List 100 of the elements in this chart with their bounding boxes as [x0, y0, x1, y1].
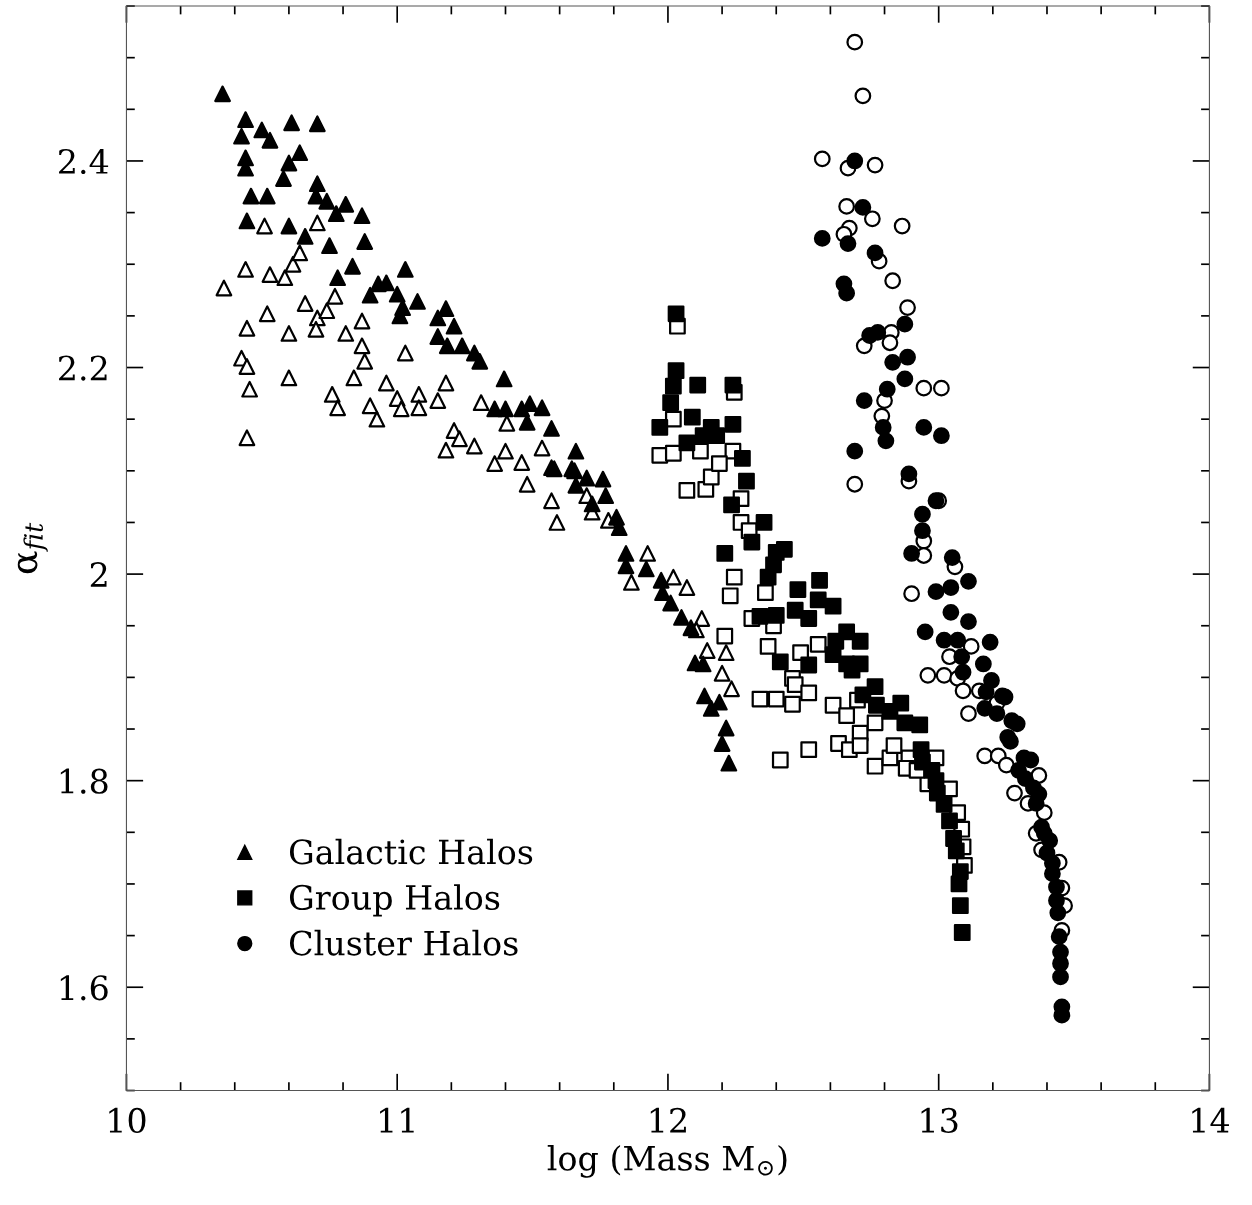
point [800, 610, 818, 627]
point [775, 540, 793, 558]
point [854, 686, 872, 704]
point [911, 716, 929, 734]
point [933, 379, 950, 397]
point [950, 875, 968, 893]
point [767, 607, 785, 624]
point [751, 608, 769, 625]
point [809, 591, 827, 609]
point [651, 419, 669, 436]
point [723, 496, 740, 514]
point [866, 757, 884, 775]
point [885, 737, 903, 754]
point [662, 394, 680, 412]
point [846, 33, 864, 51]
point [824, 696, 842, 714]
point [846, 475, 864, 493]
point [838, 623, 856, 641]
point [667, 362, 685, 380]
y-tick-label: 1.8 [60, 768, 108, 794]
point [692, 442, 709, 460]
point [919, 666, 937, 684]
point [851, 737, 869, 754]
point [868, 696, 885, 714]
point [757, 584, 774, 602]
point [813, 150, 831, 168]
point [678, 482, 696, 499]
point [954, 682, 972, 700]
point [854, 87, 872, 105]
point [716, 627, 734, 645]
legend-label: Galactic Halos [289, 838, 533, 865]
point [976, 747, 994, 765]
point [664, 410, 682, 428]
point [935, 666, 953, 684]
point [951, 897, 969, 915]
point [734, 450, 751, 467]
point [947, 842, 965, 860]
x-tick-label: 11 [380, 1107, 414, 1133]
point [751, 690, 769, 708]
point [710, 455, 728, 472]
point [755, 514, 773, 531]
point [896, 714, 914, 732]
point [838, 198, 856, 215]
y-tick-label: 1.6 [60, 975, 108, 1001]
point [789, 581, 807, 598]
y-axis-title: α$_{fit}$ [17, 522, 48, 574]
point [941, 812, 958, 830]
y-tick-label: 2 [90, 562, 107, 587]
point [725, 568, 743, 586]
point [866, 156, 884, 174]
x-axis-title: log (Mass M$_{⊙}$) [547, 1145, 787, 1178]
point [724, 376, 742, 394]
point [893, 217, 911, 235]
point [899, 299, 916, 317]
point [892, 694, 910, 712]
point [759, 638, 777, 655]
point [935, 796, 953, 813]
y-tick-label: 2.4 [59, 148, 109, 175]
point [953, 924, 971, 941]
x-tick-label: 14 [1192, 1107, 1229, 1133]
x-tick-label: 12 [650, 1107, 686, 1133]
point [811, 571, 828, 589]
point [800, 684, 818, 702]
point [759, 568, 777, 586]
point [771, 751, 789, 769]
x-tick-label: 13 [921, 1107, 958, 1133]
point [851, 632, 869, 650]
y-tick-label: 2.2 [59, 355, 107, 381]
point [824, 597, 842, 615]
point [915, 379, 933, 397]
point [716, 545, 734, 562]
point [667, 305, 685, 323]
point [738, 472, 755, 490]
point [809, 635, 827, 653]
point [824, 646, 842, 664]
point [1006, 784, 1023, 802]
point [884, 272, 902, 290]
point [683, 408, 701, 426]
legend-label: Group Halos [289, 884, 500, 917]
point [767, 690, 785, 708]
point [863, 210, 881, 228]
point [800, 741, 818, 759]
point [881, 334, 899, 352]
point [771, 653, 789, 671]
point [960, 705, 977, 722]
point [838, 707, 856, 724]
point [678, 434, 696, 452]
point [903, 585, 921, 603]
point [721, 587, 739, 605]
point [664, 444, 682, 462]
x-tick-label: 10 [109, 1107, 146, 1133]
point [664, 377, 682, 395]
point [743, 533, 761, 551]
point [866, 714, 884, 732]
point [689, 376, 707, 394]
point [724, 415, 742, 433]
point [784, 695, 801, 713]
point [800, 656, 818, 674]
point [708, 427, 726, 445]
legend-label: Cluster Halos [289, 929, 518, 956]
